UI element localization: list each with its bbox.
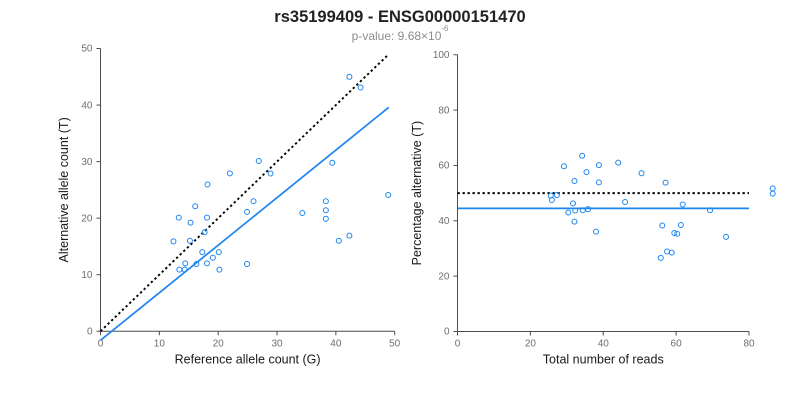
- svg-text:10: 10: [154, 338, 166, 349]
- svg-text:20: 20: [438, 271, 450, 282]
- svg-text:80: 80: [743, 339, 755, 350]
- svg-text:50: 50: [389, 338, 401, 349]
- svg-text:Percentage alternative (T): Percentage alternative (T): [410, 121, 424, 266]
- svg-text:80: 80: [438, 105, 450, 116]
- svg-text:40: 40: [330, 338, 342, 349]
- svg-text:20: 20: [81, 213, 93, 224]
- svg-text:60: 60: [671, 339, 683, 350]
- svg-text:10: 10: [81, 270, 93, 281]
- svg-text:30: 30: [271, 338, 283, 349]
- svg-text:20: 20: [213, 338, 225, 349]
- svg-text:30: 30: [81, 157, 93, 168]
- svg-text:0: 0: [444, 327, 450, 338]
- svg-text:40: 40: [598, 339, 610, 350]
- svg-text:20: 20: [525, 339, 537, 350]
- svg-text:50: 50: [81, 44, 93, 55]
- svg-text:60: 60: [438, 161, 450, 172]
- svg-text:40: 40: [81, 100, 93, 111]
- svg-text:Alternative allele count (T): Alternative allele count (T): [57, 117, 71, 262]
- svg-text:Reference allele count (G): Reference allele count (G): [175, 352, 321, 366]
- svg-text:100: 100: [433, 50, 450, 61]
- svg-text:40: 40: [438, 216, 450, 227]
- svg-text:0: 0: [87, 326, 93, 337]
- svg-text:0: 0: [455, 339, 461, 350]
- svg-text:Total number of reads: Total number of reads: [543, 353, 664, 367]
